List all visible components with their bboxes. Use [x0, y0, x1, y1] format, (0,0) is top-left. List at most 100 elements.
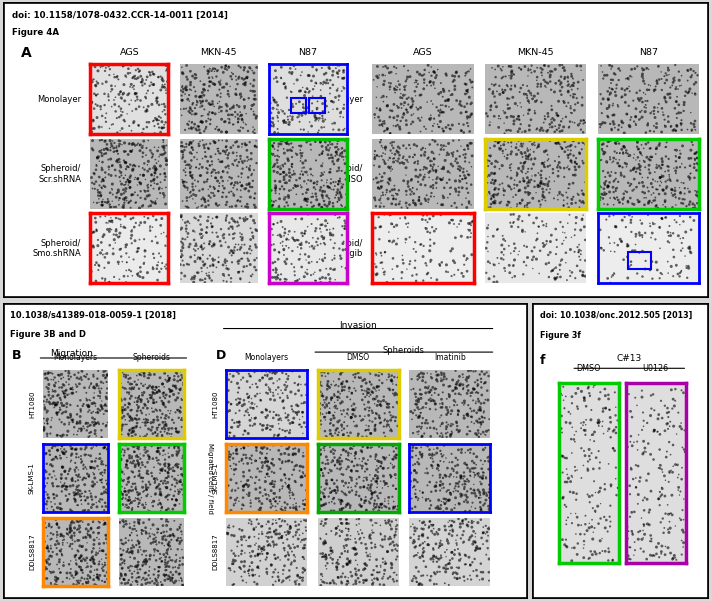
Point: [422, 61, 434, 70]
Point: [666, 185, 678, 195]
Point: [122, 495, 134, 505]
Point: [110, 238, 121, 248]
Point: [438, 457, 449, 466]
Point: [130, 393, 141, 403]
Point: [224, 218, 235, 227]
Point: [238, 442, 249, 452]
Point: [411, 551, 422, 560]
Point: [98, 546, 109, 555]
Point: [199, 195, 210, 204]
Point: [134, 572, 145, 582]
Point: [461, 67, 473, 76]
Point: [637, 534, 648, 544]
Point: [140, 527, 152, 537]
Point: [604, 522, 616, 531]
Point: [338, 542, 350, 551]
Point: [177, 480, 189, 490]
Point: [263, 528, 274, 537]
Point: [278, 576, 289, 585]
Point: [384, 540, 395, 550]
Point: [117, 402, 129, 412]
Point: [269, 159, 281, 169]
Point: [466, 522, 478, 532]
Point: [506, 62, 517, 72]
Point: [446, 520, 457, 530]
Point: [199, 151, 211, 161]
Point: [634, 228, 645, 237]
Point: [126, 190, 137, 200]
Point: [662, 424, 674, 434]
Point: [230, 138, 241, 147]
Point: [66, 564, 77, 574]
Point: [444, 391, 455, 400]
Point: [535, 63, 546, 73]
Point: [140, 555, 152, 564]
Point: [117, 558, 128, 568]
Point: [66, 533, 77, 543]
Point: [368, 75, 379, 85]
Point: [339, 546, 350, 556]
Point: [459, 459, 471, 468]
Point: [445, 470, 456, 480]
Point: [159, 109, 171, 119]
Point: [584, 554, 595, 563]
Point: [692, 159, 703, 169]
Point: [218, 230, 229, 239]
Point: [656, 172, 667, 182]
Point: [197, 118, 208, 127]
Point: [356, 501, 367, 511]
Point: [85, 555, 96, 564]
Point: [290, 517, 301, 526]
Point: [227, 248, 239, 258]
Point: [419, 180, 431, 190]
Point: [147, 80, 159, 90]
Point: [268, 527, 280, 537]
Point: [417, 570, 429, 580]
Point: [127, 139, 139, 148]
Point: [430, 166, 441, 175]
Point: [134, 498, 145, 508]
Point: [131, 421, 142, 431]
Point: [445, 105, 456, 115]
Point: [69, 490, 80, 499]
Point: [325, 235, 336, 245]
Point: [426, 188, 437, 198]
Point: [621, 84, 632, 94]
Point: [234, 267, 245, 276]
Point: [369, 496, 380, 505]
Point: [243, 566, 254, 576]
Point: [184, 90, 195, 100]
Point: [182, 183, 193, 193]
Point: [491, 190, 503, 200]
Point: [503, 181, 514, 191]
Point: [274, 529, 286, 538]
Point: [465, 391, 476, 401]
Point: [363, 421, 375, 431]
Point: [86, 98, 98, 108]
Point: [197, 250, 209, 260]
Point: [653, 410, 664, 419]
Point: [484, 189, 496, 198]
Point: [610, 423, 622, 432]
Point: [83, 505, 94, 515]
Point: [414, 193, 425, 203]
Point: [535, 170, 546, 180]
Point: [159, 402, 171, 412]
Point: [294, 117, 305, 127]
Point: [565, 91, 576, 100]
Point: [320, 395, 332, 404]
Point: [465, 561, 476, 570]
Point: [454, 389, 465, 398]
Point: [454, 380, 465, 390]
Point: [563, 151, 575, 160]
Point: [460, 490, 471, 500]
Point: [512, 200, 523, 209]
Point: [83, 471, 94, 481]
Point: [98, 562, 109, 572]
Point: [80, 419, 91, 429]
Point: [171, 367, 182, 376]
Point: [122, 502, 134, 512]
Point: [350, 550, 361, 560]
Point: [625, 555, 637, 564]
Point: [196, 91, 207, 100]
